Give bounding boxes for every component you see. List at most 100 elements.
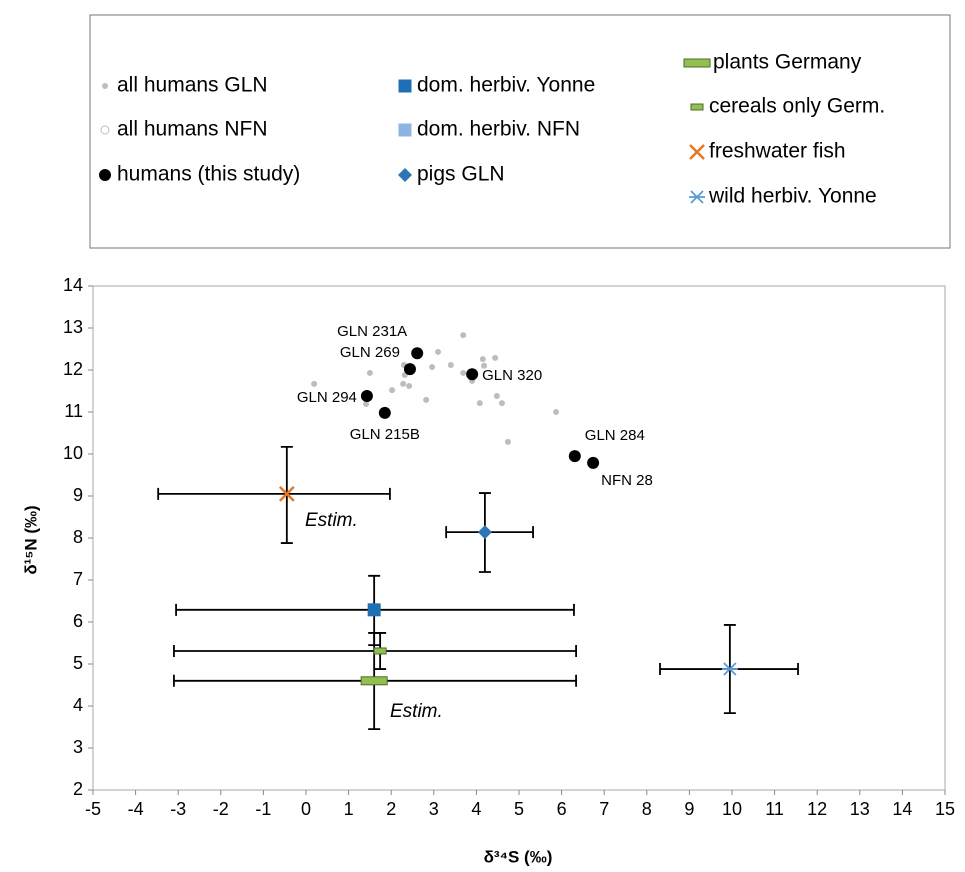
point [360,390,373,403]
x-tick-label: -1 [255,799,271,819]
legend-marker [102,83,108,89]
y-tick-label: 4 [73,695,83,715]
point [479,356,486,363]
point-label: NFN 28 [601,472,653,489]
point [435,348,442,355]
x-tick-label: 7 [599,799,609,819]
x-tick-label: 10 [722,799,742,819]
legend-box [89,14,951,249]
x-axis-label: δ³⁴S (‰) [484,847,553,866]
point [466,368,479,381]
legend-marker [100,125,110,135]
y-tick-label: 2 [73,779,83,799]
x-tick-label: 6 [557,799,567,819]
x-tick-label: 14 [892,799,912,819]
series [173,632,577,670]
legend-label: plants Germany [713,51,862,74]
x-tick-label: -3 [170,799,186,819]
series [157,445,391,544]
legend-item: cereals only Germ. [690,95,885,118]
point [504,438,511,445]
point [406,382,413,389]
x-tick-label: 15 [935,799,955,819]
point [423,396,430,403]
x-tick-label: 12 [807,799,827,819]
legend-item: all humans NFN [100,118,268,141]
plot-area [92,285,946,791]
point [363,401,370,408]
point [403,363,416,376]
y-tick-label: 9 [73,485,83,505]
x-tick-label: 2 [386,799,396,819]
point [400,380,407,387]
x-tick-label: -5 [85,799,101,819]
point [411,347,424,360]
y-tick-label: 5 [73,653,83,673]
point [492,354,499,361]
point-label: GLN 231A [337,323,407,340]
legend-item: plants Germany [683,51,862,74]
point [460,369,467,376]
legend-item: dom. herbiv. NFN [398,118,580,141]
legend-item: freshwater fish [689,140,846,163]
legend-marker [99,169,111,181]
x-tick-label: -4 [128,799,144,819]
x-tick-label: 1 [344,799,354,819]
y-tick-label: 8 [73,527,83,547]
legend-item: wild herbiv. Yonne [689,185,877,208]
legend-marker [398,123,412,137]
legend-item: pigs GLN [398,163,505,186]
point [366,369,373,376]
x-tick-label: 0 [301,799,311,819]
legend-label: dom. herbiv. Yonne [417,74,595,97]
point [553,409,560,415]
point [481,362,488,369]
legend-label: cereals only Germ. [709,95,885,118]
legend-label: all humans NFN [117,118,268,141]
point-label: GLN 294 [297,389,357,406]
point [460,332,467,339]
legend-item: dom. herbiv. Yonne [398,74,595,97]
x-tick-label: 5 [514,799,524,819]
point [429,364,436,371]
series [445,492,534,573]
series: GLN 231A GLN 269 GLN 320 GLN 294 GLN 215B GLN… [297,323,653,489]
legend-marker [689,190,705,204]
y-tick-label: 3 [73,737,83,757]
series [659,624,799,715]
annotation: Estim. [305,510,358,531]
point [477,525,492,540]
y-tick-label: 13 [63,317,83,337]
point-label: GLN 284 [585,427,645,444]
x-tick-label: -2 [213,799,229,819]
legend-marker [689,144,705,160]
y-tick-label: 7 [73,569,83,589]
point-label: GLN 269 [340,344,400,361]
y-tick-label: 6 [73,611,83,631]
point [721,662,738,676]
x-error-bar [157,487,391,500]
point-label: GLN 215B [350,426,420,443]
legend-marker [398,79,412,93]
x-tick-label: 4 [471,799,481,819]
y-tick-label: 11 [64,401,83,421]
point [360,676,388,686]
point [373,647,387,655]
y-tick-label: 14 [63,275,83,295]
legend-marker [690,103,704,111]
legend-marker [683,58,711,68]
point [367,603,381,617]
legend-label: pigs GLN [417,163,505,186]
legend-item: all humans GLN [102,74,268,97]
point [378,406,391,419]
legend-label: all humans GLN [117,74,268,97]
point [476,400,483,407]
point [587,456,600,469]
x-tick-label: 11 [765,799,784,819]
legend-item: humans (this study) [99,163,300,186]
legend-label: wild herbiv. Yonne [708,185,877,208]
point [493,393,500,400]
x-tick-label: 13 [850,799,870,819]
legend-label: freshwater fish [709,140,846,163]
